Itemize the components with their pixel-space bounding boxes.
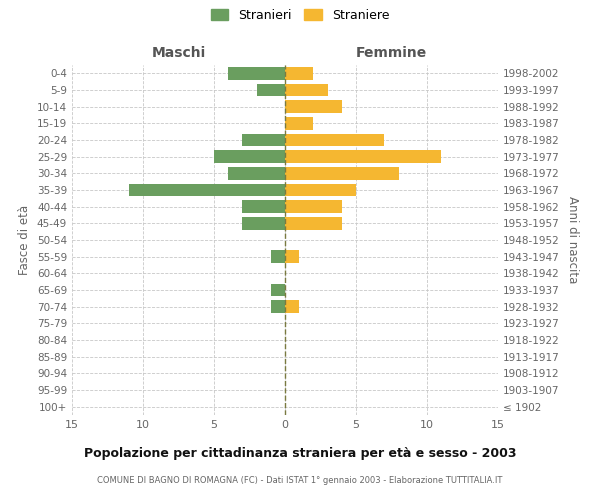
- Bar: [129, 184, 285, 196]
- Text: Popolazione per cittadinanza straniera per età e sesso - 2003: Popolazione per cittadinanza straniera p…: [84, 448, 516, 460]
- Bar: [285, 217, 342, 230]
- Bar: [285, 300, 299, 313]
- Bar: [285, 184, 356, 196]
- Bar: [285, 150, 441, 163]
- Bar: [228, 67, 285, 80]
- Bar: [285, 134, 385, 146]
- Bar: [285, 117, 313, 130]
- Y-axis label: Fasce di età: Fasce di età: [19, 205, 31, 275]
- Bar: [285, 84, 328, 96]
- Text: Maschi: Maschi: [151, 46, 206, 60]
- Bar: [271, 300, 285, 313]
- Text: Femmine: Femmine: [356, 46, 427, 60]
- Bar: [285, 100, 342, 113]
- Bar: [242, 134, 285, 146]
- Bar: [228, 167, 285, 179]
- Bar: [285, 250, 299, 263]
- Bar: [285, 200, 342, 213]
- Text: COMUNE DI BAGNO DI ROMAGNA (FC) - Dati ISTAT 1° gennaio 2003 - Elaborazione TUTT: COMUNE DI BAGNO DI ROMAGNA (FC) - Dati I…: [97, 476, 503, 485]
- Bar: [242, 217, 285, 230]
- Bar: [285, 67, 313, 80]
- Legend: Stranieri, Straniere: Stranieri, Straniere: [208, 6, 392, 24]
- Bar: [257, 84, 285, 96]
- Bar: [271, 250, 285, 263]
- Y-axis label: Anni di nascita: Anni di nascita: [566, 196, 579, 284]
- Bar: [214, 150, 285, 163]
- Bar: [271, 284, 285, 296]
- Bar: [242, 200, 285, 213]
- Bar: [285, 167, 398, 179]
